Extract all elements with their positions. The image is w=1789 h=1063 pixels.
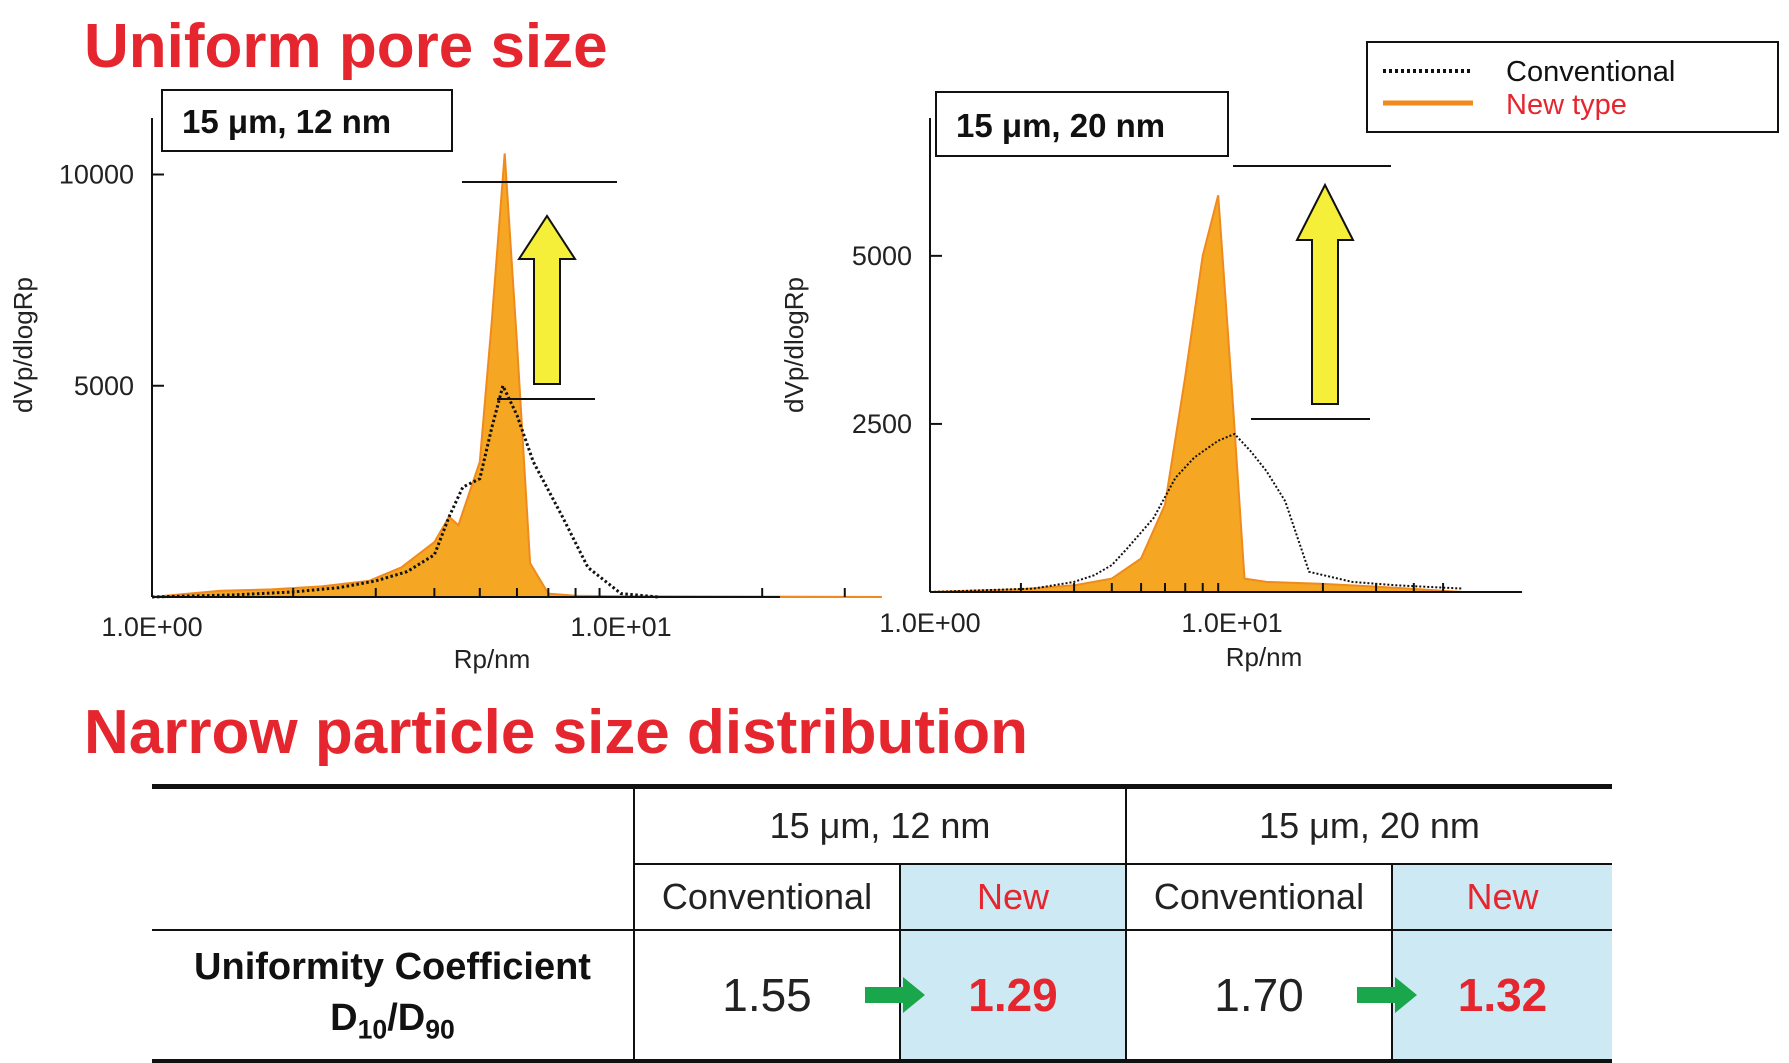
pore-size-charts: Conventional New type 5000 10000 1.0E+00 1.… [8,41,1779,674]
x-tick-label: 1.0E+01 [1181,608,1282,638]
table-subheader-row: Conventional New Conventional New [152,864,1612,931]
chart-12nm-title: 15 μm, 12 nm [182,103,391,140]
chart-12nm-increase-arrow [517,214,577,385]
table-corner-cell [152,784,634,931]
chart-20nm-y-axis-title: dVp/dlogRp [779,277,809,413]
value-12nm-new: 1.29 [968,969,1058,1021]
table-20nm-new-header: New [1391,864,1612,931]
chart-20nm-new-type-area [929,195,1463,593]
chart-12nm-x-axis-title: Rp/nm [454,644,531,674]
chart-20nm: 2500 5000 1.0E+00 1.0E+01 15 μm, 20 nm dVp/… [779,91,1522,672]
row-label-line2: D10/D90 [330,996,455,1045]
table-row-uniformity: Uniformity Coefficient D10/D90 1.55 1.29… [152,930,1612,1063]
value-12nm-conventional: 1.55 [633,930,900,1063]
y-tick-label: 5000 [74,371,134,401]
value-20nm-new-cell: 1.32 [1357,930,1612,1063]
chart-12nm-axes: 5000 10000 1.0E+00 1.0E+01 [59,118,846,642]
uniformity-coefficient-table: 15 μm, 12 nm 15 μm, 20 nm Conventional N… [152,784,1612,1063]
chart-20nm-conventional-line [929,432,1463,593]
chart-20nm-increase-arrow [1295,182,1355,405]
uniform-pore-size-heading: Uniform pore size [84,12,608,81]
legend-new-type-label: New type [1506,89,1627,121]
table-group-20nm: 15 μm, 20 nm [1125,784,1612,865]
value-20nm-new: 1.32 [1457,969,1548,1021]
chart-20nm-title-box [935,91,1229,157]
row-label-sub-90: 90 [425,1014,455,1045]
chart-12nm-y-axis-title: dVp/dlogRp [8,277,38,413]
chart-20nm-axes: 2500 5000 1.0E+00 1.0E+01 [852,118,1522,638]
green-right-arrow-icon [865,977,925,1013]
chart-12nm-conventional-line [151,381,659,599]
row-label-d: D [330,996,358,1039]
legend-conventional-label: Conventional [1506,56,1675,88]
y-tick-label: 5000 [852,241,912,271]
narrow-particle-size-heading: Narrow particle size distribution [84,698,1028,767]
value-20nm-conventional: 1.70 [1125,930,1392,1063]
table-row-label: Uniformity Coefficient D10/D90 [152,930,634,1063]
chart-20nm-title: 15 μm, 20 nm [956,107,1165,144]
table-12nm-conventional-header: Conventional [633,864,900,931]
row-label-slash-d: /D [387,996,426,1039]
x-tick-label: 1.0E+00 [879,608,980,638]
chart-12nm-title-box [161,89,453,152]
y-tick-label: 10000 [59,160,134,190]
x-tick-label: 1.0E+01 [570,612,671,642]
value-12nm-new-cell: 1.29 [865,930,1126,1063]
table-12nm-new-header: New [899,864,1126,931]
table-group-12nm: 15 μm, 12 nm [633,784,1126,865]
table-header-row: 15 μm, 12 nm 15 μm, 20 nm [152,784,1612,931]
y-tick-label: 2500 [852,409,912,439]
legend-box [1366,41,1779,133]
row-label-line1: Uniformity Coefficient [194,945,591,988]
table-20nm-conventional-header: Conventional [1125,864,1392,931]
x-tick-label: 1.0E+00 [101,612,202,642]
green-right-arrow-icon [1357,977,1417,1013]
chart-20nm-x-axis-title: Rp/nm [1226,642,1303,672]
chart-12nm-new-type-area [151,153,882,598]
chart-12nm: 5000 10000 1.0E+00 1.0E+01 15 μm, 12 nm dVp… [8,89,882,674]
legend: Conventional New type [1366,41,1779,133]
row-label-sub-10: 10 [357,1014,388,1045]
